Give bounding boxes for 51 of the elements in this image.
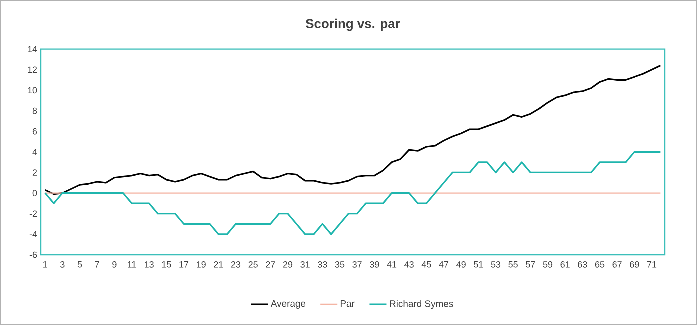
x-tick-label: 13 — [145, 262, 154, 268]
legend-label: Richard Symes — [390, 300, 454, 310]
x-tick-label: 19 — [197, 262, 206, 268]
y-tick-label: 12 — [28, 66, 38, 73]
y-tick-label: -2 — [30, 210, 38, 217]
chart-title: Scoring vs. par — [306, 18, 400, 32]
x-tick-label: 35 — [335, 262, 345, 268]
y-tick-label: -4 — [30, 231, 38, 238]
x-tick-label: 27 — [266, 262, 276, 268]
x-tick-label: 33 — [318, 262, 328, 268]
y-tick-label: -6 — [30, 252, 38, 258]
x-tick-label: 3 — [60, 262, 65, 268]
x-tick-label: 61 — [560, 262, 570, 268]
x-tick-label: 59 — [543, 262, 553, 268]
x-tick-label: 1 — [44, 262, 48, 268]
y-tick-label: 8 — [32, 108, 38, 114]
x-tick-label: 51 — [474, 262, 484, 268]
x-tick-label: 29 — [283, 262, 293, 268]
y-tick-label: 0 — [32, 190, 38, 196]
x-tick-label: 41 — [387, 262, 397, 268]
x-tick-label: 45 — [422, 262, 432, 268]
y-tick-label: 4 — [32, 149, 38, 156]
x-tick-label: 43 — [404, 262, 414, 268]
x-tick-label: 63 — [578, 262, 588, 268]
x-tick-label: 53 — [491, 262, 501, 268]
x-tick-label: 49 — [456, 262, 466, 268]
x-tick-label: 39 — [370, 262, 380, 268]
x-tick-label: 9 — [112, 262, 117, 268]
y-tick-label: 14 — [28, 46, 38, 52]
x-tick-label: 65 — [595, 262, 605, 268]
legend-label: Par — [340, 300, 355, 308]
x-tick-label: 37 — [352, 262, 362, 268]
x-tick-label: 21 — [214, 262, 224, 268]
x-tick-label: 67 — [612, 262, 622, 268]
x-tick-label: 25 — [248, 262, 258, 268]
x-tick-label: 55 — [508, 262, 518, 268]
legend-label: Average — [270, 300, 306, 309]
x-tick-label: 5 — [78, 262, 82, 268]
x-tick-label: 57 — [526, 262, 536, 268]
x-tick-label: 47 — [439, 262, 449, 268]
x-tick-label: 31 — [300, 262, 310, 268]
x-tick-label: 69 — [630, 262, 640, 268]
y-tick-label: 10 — [28, 87, 38, 94]
y-tick-label: 2 — [32, 170, 38, 176]
x-tick-label: 17 — [180, 262, 189, 268]
x-tick-label: 15 — [162, 262, 172, 268]
x-tick-label: 11 — [128, 262, 136, 268]
x-tick-label: 7 — [95, 262, 100, 268]
y-tick-label: 6 — [32, 128, 38, 135]
x-tick-label: 23 — [231, 262, 241, 268]
x-tick-label: 71 — [647, 262, 657, 268]
